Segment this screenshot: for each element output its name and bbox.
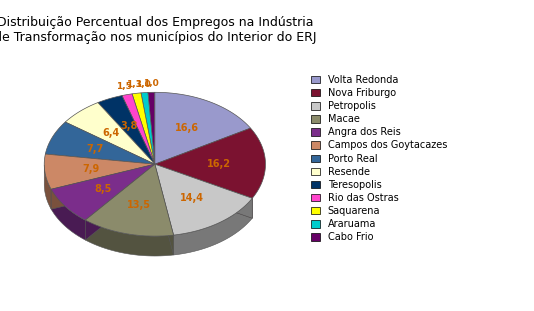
PathPatch shape <box>155 164 174 255</box>
Text: 16,6: 16,6 <box>175 123 199 133</box>
PathPatch shape <box>51 164 155 209</box>
Text: 3,8: 3,8 <box>120 121 137 131</box>
PathPatch shape <box>51 164 155 220</box>
PathPatch shape <box>155 92 250 164</box>
PathPatch shape <box>51 189 85 240</box>
Text: 7,9: 7,9 <box>82 164 100 174</box>
PathPatch shape <box>65 103 155 164</box>
PathPatch shape <box>132 93 155 164</box>
Text: Distribuição Percentual dos Empregos na Indústria
de Transformação nos município: Distribuição Percentual dos Empregos na … <box>0 16 316 44</box>
Legend: Volta Redonda, Nova Friburgo, Petropolis, Macae, Angra dos Reis, Campos dos Goyt: Volta Redonda, Nova Friburgo, Petropolis… <box>309 73 449 244</box>
Text: 1,0: 1,0 <box>135 80 151 89</box>
PathPatch shape <box>141 92 155 164</box>
PathPatch shape <box>85 164 155 240</box>
PathPatch shape <box>85 164 174 236</box>
PathPatch shape <box>155 164 174 255</box>
Text: 13,5: 13,5 <box>127 200 151 210</box>
Text: 7,7: 7,7 <box>87 144 104 154</box>
PathPatch shape <box>155 164 252 218</box>
PathPatch shape <box>44 154 155 189</box>
PathPatch shape <box>155 164 252 235</box>
PathPatch shape <box>45 122 155 164</box>
PathPatch shape <box>155 128 265 198</box>
Text: 8,5: 8,5 <box>94 183 112 193</box>
Text: 6,4: 6,4 <box>103 128 120 138</box>
PathPatch shape <box>85 164 155 240</box>
Text: 1,5: 1,5 <box>116 82 131 91</box>
Text: 1,3: 1,3 <box>127 80 142 89</box>
PathPatch shape <box>122 94 155 164</box>
PathPatch shape <box>98 95 155 164</box>
PathPatch shape <box>51 164 155 209</box>
PathPatch shape <box>155 164 252 218</box>
Text: 14,4: 14,4 <box>180 193 205 203</box>
Text: 1,0: 1,0 <box>143 79 159 88</box>
PathPatch shape <box>148 92 155 164</box>
PathPatch shape <box>85 220 174 256</box>
PathPatch shape <box>174 198 252 255</box>
Text: 16,2: 16,2 <box>207 159 231 169</box>
PathPatch shape <box>44 165 51 209</box>
